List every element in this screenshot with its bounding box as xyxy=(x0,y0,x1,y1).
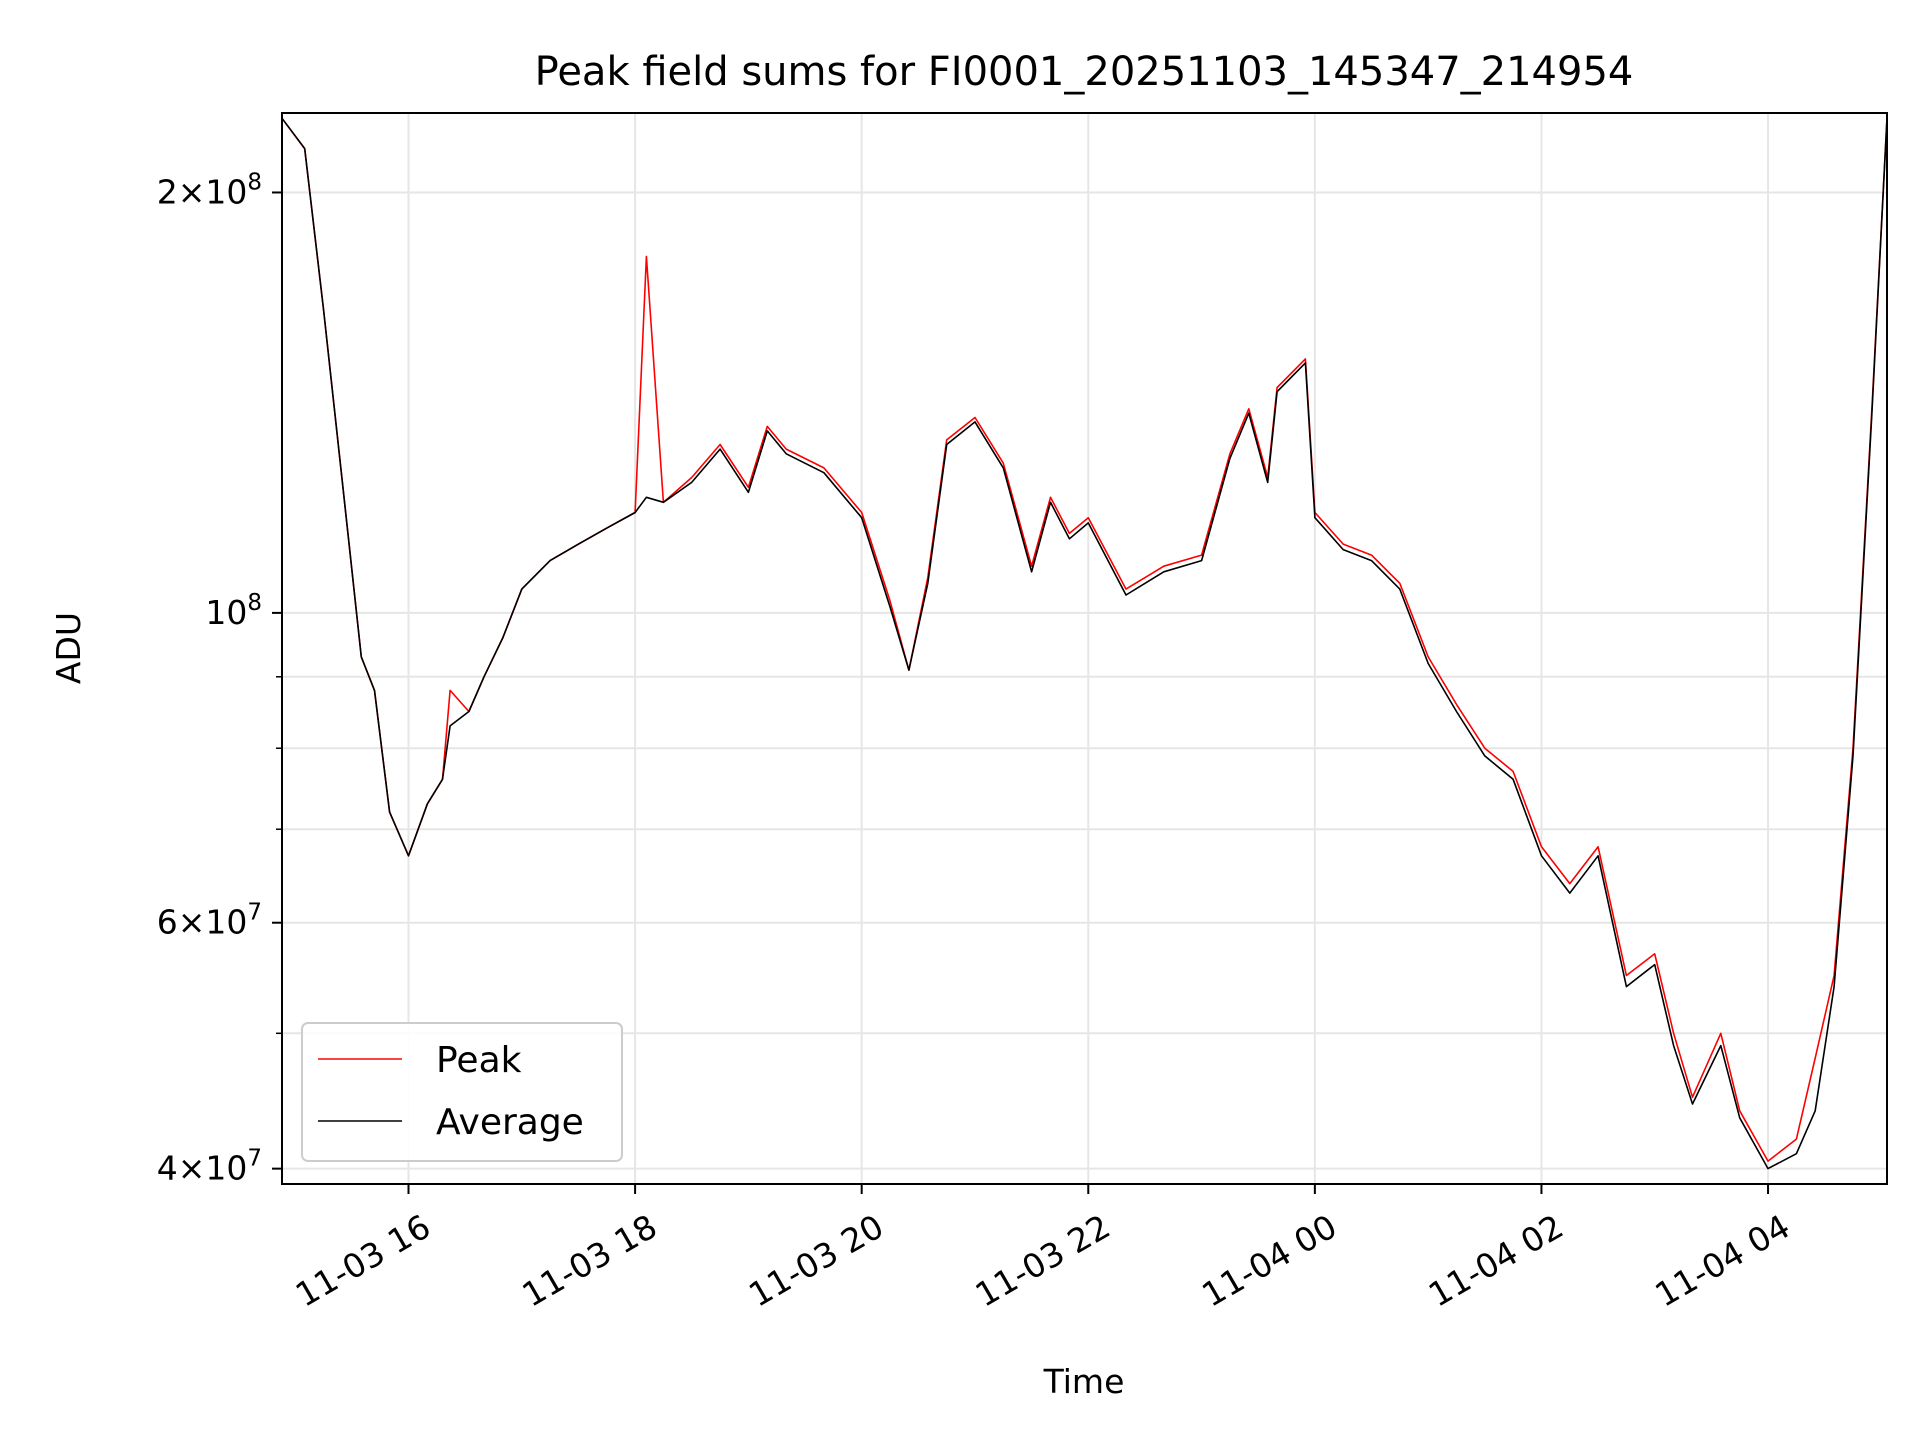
legend-label-average: Average xyxy=(436,1102,584,1143)
series-layer xyxy=(281,117,1888,1170)
legend-label-peak: Peak xyxy=(436,1040,522,1081)
series-line-average xyxy=(281,117,1888,1170)
y-tick-label: 4×107 xyxy=(157,1146,262,1188)
chart-title: Peak field sums for FI0001_20251103_1453… xyxy=(535,49,1634,95)
y-axis: 4×107 6×107 108 2×108 xyxy=(157,169,282,1188)
plot-frame xyxy=(281,112,1888,1185)
legend: Peak Average xyxy=(301,1022,623,1162)
x-axis-label: Time xyxy=(1043,1362,1125,1401)
y-tick-label: 6×107 xyxy=(157,900,262,942)
legend-box xyxy=(301,1022,623,1162)
y-tick-label: 2×108 xyxy=(157,169,262,211)
y-axis-label: ADU xyxy=(49,612,88,684)
y-tick-label: 108 xyxy=(205,590,262,632)
